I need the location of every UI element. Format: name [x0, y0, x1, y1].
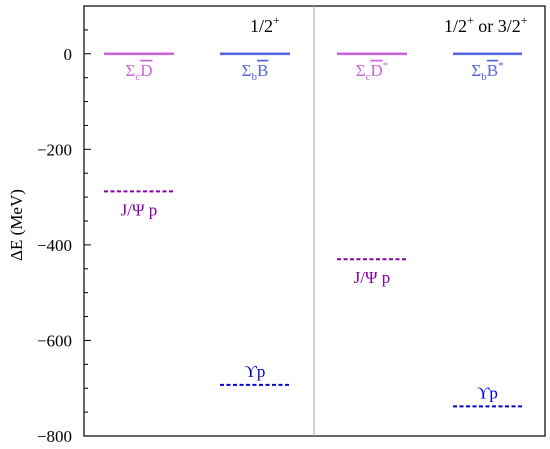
panel-2-header-sup: + — [467, 13, 474, 27]
level-label: J/Ψ p — [354, 268, 391, 287]
panel-1-header-main: 1/2 — [250, 16, 273, 36]
y-tick-label: −600 — [37, 331, 72, 350]
y-axis-label: ΔE (MeV) — [7, 189, 26, 261]
level-label-main: B — [487, 61, 498, 80]
level-label-base: Σ — [471, 61, 481, 80]
panel-1-header-sup: + — [273, 13, 280, 27]
level-label-sub: c — [366, 71, 371, 83]
level-label-sup: * — [498, 60, 504, 72]
y-tick-label: −800 — [37, 427, 72, 446]
y-tick-label: −400 — [37, 236, 72, 255]
y-tick-label: 0 — [64, 45, 73, 64]
level-label: ΣcD — [125, 61, 152, 83]
panel-2-header: 1/2+ or 3/2+ — [444, 13, 528, 36]
level-label: J/Ψ p — [121, 200, 158, 219]
panel-1-header: 1/2+ — [250, 13, 280, 36]
level-label-base: Σ — [242, 61, 252, 80]
y-tick-label: −200 — [37, 140, 72, 159]
level-label: ΣcD* — [356, 60, 389, 83]
level-label-main: B — [257, 61, 268, 80]
level-label: ΣbB — [242, 61, 269, 83]
panel-2-header-main: 1/2 — [444, 16, 467, 36]
level-label: ΣbB* — [471, 60, 503, 83]
level-label: ϒp — [477, 383, 498, 402]
y-axis: 0 −200 −400 −600 −800 — [37, 5, 91, 446]
level-label-base: Σ — [356, 61, 366, 80]
level-label-sub: b — [252, 71, 258, 83]
level-label-base: Σ — [125, 61, 135, 80]
level-label-main: D — [371, 61, 383, 80]
panel-2-header-mid: or 3/2 — [474, 16, 521, 36]
level-label-sub: c — [135, 71, 140, 83]
level-label-main: D — [140, 61, 152, 80]
panel-2-header-sup2: + — [521, 13, 528, 27]
level-label: ϒp — [245, 362, 266, 381]
panel-headers: 1/2+ 1/2+ or 3/2+ — [250, 13, 528, 36]
level-label-sub: b — [481, 71, 487, 83]
level-label-sup: * — [383, 60, 389, 72]
